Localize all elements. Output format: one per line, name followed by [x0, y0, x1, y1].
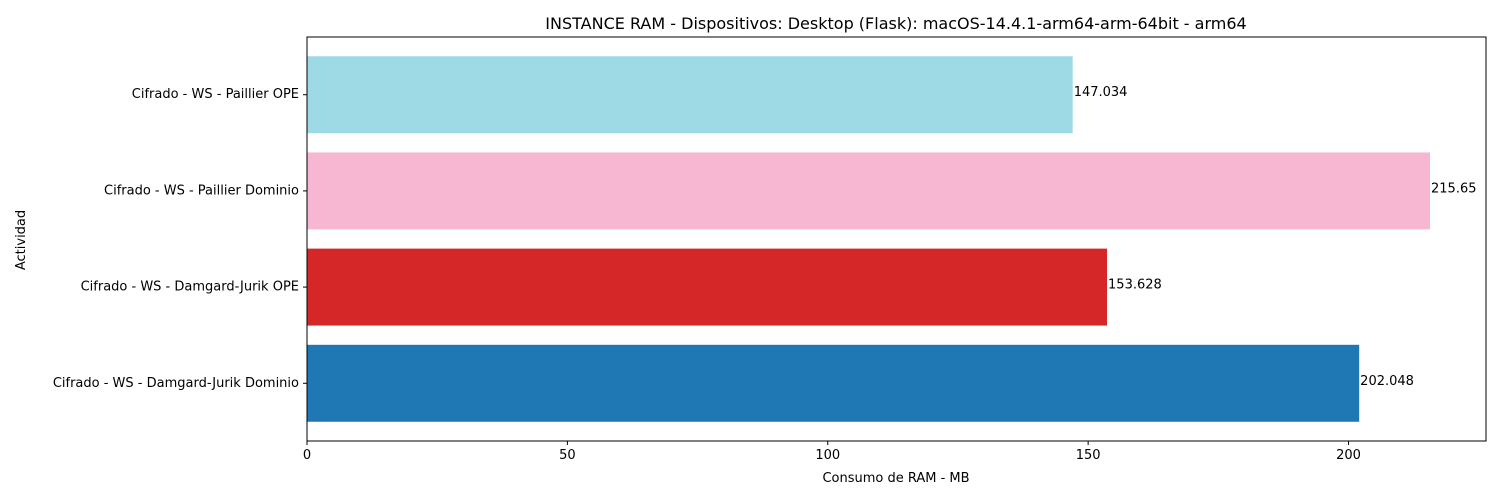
bar-1	[307, 344, 1360, 422]
bar-2	[307, 248, 1108, 326]
y-tick-label-1: Cifrado - WS - Damgard-Jurik Dominio	[53, 376, 299, 391]
x-axis-label: Consumo de RAM - MB	[822, 471, 969, 486]
chart-title: INSTANCE RAM - Dispositivos: Desktop (Fl…	[545, 14, 1246, 33]
bar-4	[307, 56, 1073, 134]
y-axis-label: Actividad	[14, 210, 29, 270]
bar-value-label-1: 202.048	[1360, 374, 1414, 389]
plot-frame	[306, 36, 1487, 442]
x-tick-label-3: 100	[815, 448, 840, 463]
plot-area: 202.048 Cifrado - WS - Damgard-Jurik Domi…	[53, 36, 1487, 463]
bar-3	[307, 152, 1431, 230]
x-tick-label-5: 200	[1336, 448, 1361, 463]
y-tick-label-4: Cifrado - WS - Paillier OPE	[132, 87, 299, 102]
y-tick-label-3: Cifrado - WS - Paillier Dominio	[104, 183, 299, 198]
x-tick-label-4: 150	[1076, 448, 1101, 463]
x-tick-label-2: 50	[559, 448, 576, 463]
bar-value-label-3: 215.65	[1431, 181, 1477, 196]
bar-value-label-4: 147.034	[1074, 85, 1128, 100]
y-tick-label-2: Cifrado - WS - Damgard-Jurik OPE	[81, 280, 299, 295]
bar-value-label-2: 153.628	[1108, 278, 1162, 293]
x-tick-label-1: 0	[303, 448, 311, 463]
